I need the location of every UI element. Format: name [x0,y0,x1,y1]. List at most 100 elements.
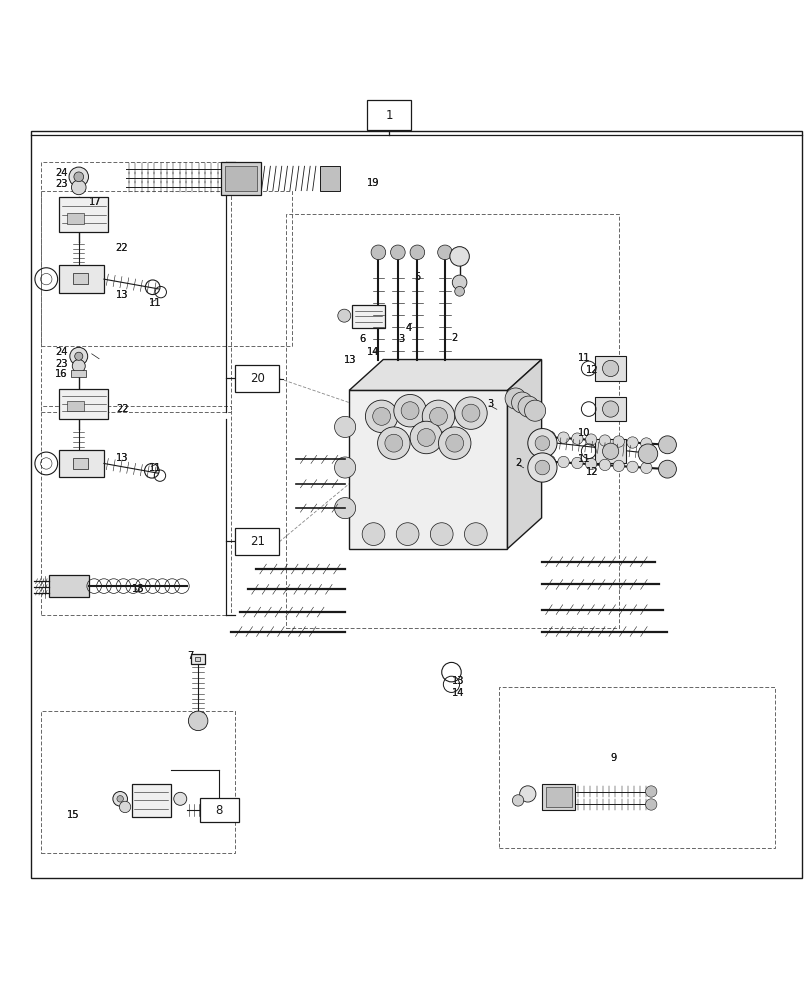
Bar [59,197,108,232]
Bar [594,356,625,381]
Circle shape [543,455,555,467]
Circle shape [334,457,355,478]
Bar [235,528,279,555]
Circle shape [585,434,596,445]
Text: 11: 11 [148,298,161,308]
Circle shape [602,401,618,417]
Text: 1: 1 [384,109,393,122]
Circle shape [602,360,618,377]
Text: 8: 8 [215,804,223,817]
Bar [41,711,235,853]
Circle shape [372,407,390,425]
Circle shape [72,360,85,373]
Bar [67,213,84,224]
Circle shape [640,438,651,449]
Circle shape [612,436,624,447]
Text: 3: 3 [487,399,493,409]
Text: 3: 3 [397,334,404,344]
Text: 18: 18 [132,584,145,594]
Text: 22: 22 [116,404,128,414]
Text: 3: 3 [397,334,404,344]
Circle shape [519,786,535,802]
Text: 9: 9 [610,753,616,763]
Circle shape [464,523,487,545]
Text: 13: 13 [451,676,463,686]
Circle shape [626,437,637,448]
Text: 24: 24 [55,347,67,357]
Text: 13: 13 [344,355,357,365]
Circle shape [599,459,610,471]
Circle shape [452,275,466,290]
Circle shape [362,523,384,545]
Circle shape [534,436,549,450]
Text: 18: 18 [132,584,144,594]
Text: 12: 12 [586,365,598,375]
Text: 2: 2 [451,333,457,343]
Circle shape [401,402,418,420]
Circle shape [113,792,127,806]
Bar [225,166,257,191]
Text: 3: 3 [487,399,493,409]
Circle shape [658,436,676,454]
Bar [349,390,507,549]
Text: 23: 23 [55,359,67,369]
Bar [41,406,231,615]
Circle shape [504,388,526,409]
Text: 21: 21 [250,535,264,548]
Circle shape [534,460,549,475]
Circle shape [393,394,426,427]
Text: 7: 7 [187,651,193,661]
Circle shape [377,427,410,459]
Circle shape [75,352,83,360]
Circle shape [174,792,187,805]
Text: 15: 15 [67,810,79,820]
Text: 17: 17 [89,197,102,207]
Circle shape [396,523,418,545]
Circle shape [119,801,131,813]
Circle shape [527,453,556,482]
Bar [542,784,574,810]
Text: 13: 13 [451,676,464,686]
Circle shape [334,498,355,519]
Circle shape [585,458,596,470]
Circle shape [410,421,442,454]
Bar [67,401,84,411]
Text: 22: 22 [115,243,128,253]
Circle shape [512,795,523,806]
Circle shape [390,245,405,260]
Text: 23: 23 [55,179,67,189]
Bar [131,784,170,817]
Bar [73,458,88,469]
Text: 12: 12 [586,467,599,477]
Bar [594,397,625,421]
Circle shape [445,434,463,452]
Circle shape [524,400,545,421]
Text: 6: 6 [358,334,365,344]
Text: 10: 10 [577,428,590,438]
Text: 5: 5 [414,272,420,282]
Circle shape [417,429,435,446]
Text: 9: 9 [610,753,616,763]
Bar [195,657,200,661]
Text: 11: 11 [577,353,590,363]
Circle shape [422,400,454,433]
Text: 15: 15 [67,810,79,820]
Circle shape [527,429,556,458]
Text: 11: 11 [148,298,161,308]
Circle shape [454,397,487,429]
Text: 12: 12 [586,365,599,375]
Circle shape [557,432,569,443]
Text: 14: 14 [367,347,379,357]
Text: 13: 13 [344,355,356,365]
Text: 4: 4 [406,323,412,333]
Circle shape [517,396,539,417]
Circle shape [74,172,84,182]
Text: 2: 2 [451,333,457,343]
Circle shape [557,456,569,468]
Circle shape [429,407,447,425]
Circle shape [70,347,88,365]
Circle shape [454,286,464,296]
Text: 11: 11 [148,463,161,473]
Circle shape [337,309,350,322]
Bar [71,370,86,377]
